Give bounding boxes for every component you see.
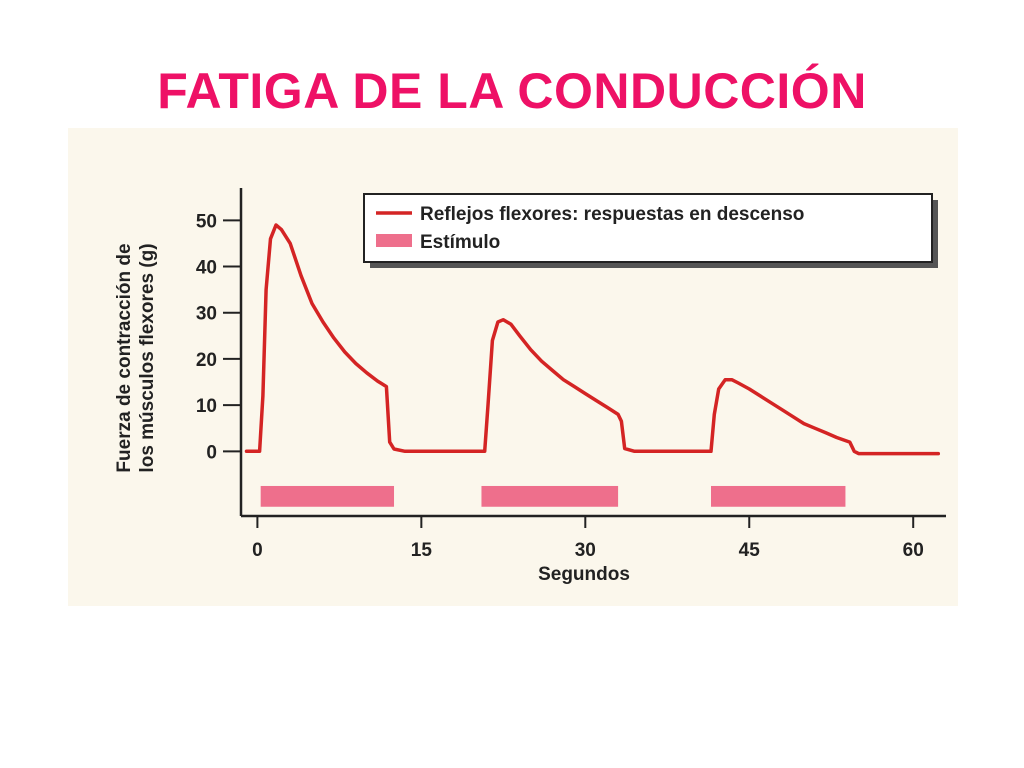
legend-box	[363, 193, 933, 263]
stimulus-bar	[481, 485, 619, 507]
y-tick-label: 50	[196, 211, 217, 232]
y-tick-label: 0	[206, 442, 217, 463]
figure-panel: 0 10 20 30 40 50 0 15 30 45 60 Fuerza de contracci…	[68, 128, 958, 606]
y-axis-label-line-2: los músculos flexores (g)	[137, 243, 158, 472]
slide-title: FATIGA DE LA CONDUCCIÓN	[157, 63, 867, 119]
response-series	[244, 223, 941, 456]
x-tick-label: 15	[411, 540, 433, 561]
y-tick-label: 10	[196, 396, 217, 417]
legend: Reflejos flexores: respuestas en descens…	[363, 193, 938, 268]
stimulus-bars	[260, 485, 846, 507]
legend-bar-label: Estímulo	[420, 232, 500, 253]
legend-line-label: Reflejos flexores: respuestas en descens…	[420, 204, 804, 225]
x-tick-label: 60	[903, 540, 924, 561]
x-tick-label: 0	[252, 540, 263, 561]
x-tick-label: 45	[739, 540, 761, 561]
x-tick-label: 30	[575, 540, 596, 561]
y-axis-label-line-1: Fuerza de contracción de	[114, 243, 135, 472]
response-line	[244, 223, 941, 456]
stimulus-bar	[711, 485, 846, 507]
stimulus-bar	[260, 485, 395, 507]
y-tick-label: 20	[196, 350, 217, 371]
fatigue-chart: 0 10 20 30 40 50 0 15 30 45 60 Fuerza de contracci…	[68, 128, 958, 606]
y-axis-label: Fuerza de contracción de los músculos fl…	[114, 243, 158, 472]
legend-bar-swatch	[376, 234, 412, 247]
y-tick-label: 30	[196, 304, 217, 325]
y-tick-label: 40	[196, 258, 217, 279]
axes: 0 10 20 30 40 50 0 15 30 45 60	[196, 188, 946, 561]
x-axis-label: Segundos	[538, 564, 630, 585]
